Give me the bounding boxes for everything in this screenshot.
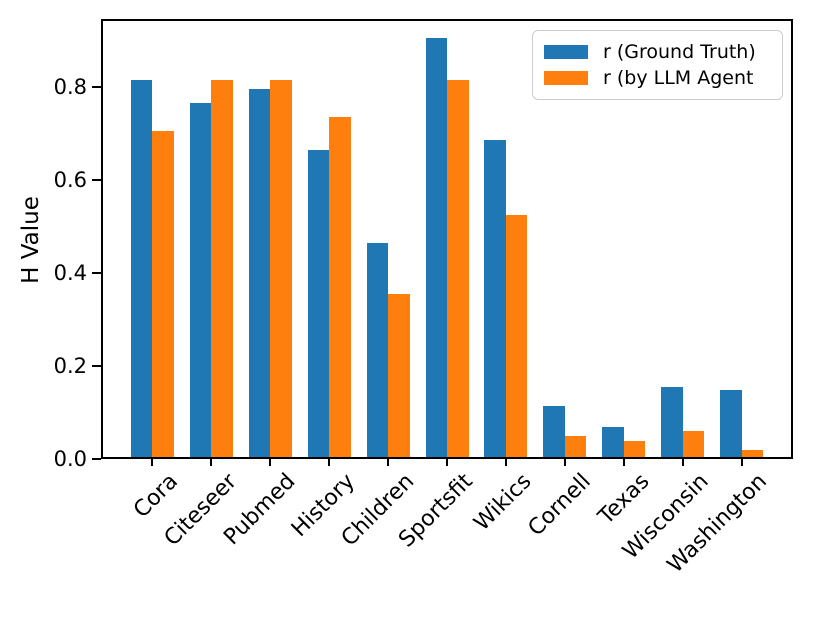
bar-wisconsin-ground-truth <box>661 387 683 457</box>
bar-children-llm-agent <box>388 294 410 457</box>
bar-sportsfit-llm-agent <box>447 79 469 457</box>
x-tick-mark <box>681 459 684 466</box>
legend-label-llm-agent: r (by LLM Agent <box>603 67 754 89</box>
y-tick-mark <box>92 458 101 460</box>
bar-washington-ground-truth <box>720 389 742 457</box>
legend-label-ground-truth: r (Ground Truth) <box>603 41 756 63</box>
x-tick-mark <box>740 459 743 466</box>
y-tick-mark <box>92 178 101 181</box>
legend-item-ground-truth: r (Ground Truth) <box>544 39 771 65</box>
legend-swatch-llm-agent-icon <box>544 71 588 85</box>
bar-wisconsin-llm-agent <box>682 431 705 457</box>
bar-wikics-llm-agent <box>505 214 528 457</box>
bar-wikics-ground-truth <box>484 140 506 457</box>
bar-cora-llm-agent <box>152 131 174 457</box>
plot-area: r (Ground Truth) r (by LLM Agent <box>101 19 793 459</box>
x-tick-mark <box>446 459 448 466</box>
x-tick-label-cora: Cora <box>128 469 183 523</box>
x-tick-mark <box>563 459 566 466</box>
x-tick-mark <box>504 459 507 466</box>
y-tick-label-0-0: 0.0 <box>53 447 87 471</box>
legend-swatch-ground-truth-icon <box>544 45 588 59</box>
legend-item-llm-agent: r (by LLM Agent <box>544 65 771 91</box>
bar-cora-ground-truth <box>130 79 153 457</box>
x-tick-mark <box>622 459 625 466</box>
bar-pubmed-llm-agent <box>270 79 292 457</box>
y-tick-label-0-4: 0.4 <box>53 260 87 285</box>
bar-citeseer-llm-agent <box>211 79 233 457</box>
bar-history-ground-truth <box>307 149 330 457</box>
x-tick-mark <box>387 459 390 466</box>
y-tick-mark <box>92 364 101 367</box>
bar-cornell-llm-agent <box>564 436 587 457</box>
bar-history-llm-agent <box>329 117 351 457</box>
x-tick-mark <box>269 459 272 466</box>
bar-texas-ground-truth <box>602 426 624 457</box>
bar-citeseer-ground-truth <box>189 103 212 457</box>
y-tick-label-0-2: 0.2 <box>53 353 87 378</box>
x-tick-label-cornell: Cornell <box>523 469 596 542</box>
bar-children-ground-truth <box>366 242 389 457</box>
y-tick-mark <box>92 85 101 88</box>
x-tick-mark <box>210 459 213 466</box>
bar-sportsfit-ground-truth <box>425 38 447 457</box>
bar-texas-llm-agent <box>623 440 646 457</box>
y-tick-label-0-6: 0.6 <box>53 167 87 192</box>
bar-cornell-ground-truth <box>543 405 565 457</box>
bar-washington-llm-agent <box>741 450 764 457</box>
x-tick-mark <box>328 459 331 466</box>
x-tick-mark <box>151 459 154 466</box>
y-tick-label-0-8: 0.8 <box>53 74 87 99</box>
bar-pubmed-ground-truth <box>248 89 271 457</box>
legend: r (Ground Truth) r (by LLM Agent <box>532 30 783 100</box>
y-tick-mark <box>92 271 101 274</box>
